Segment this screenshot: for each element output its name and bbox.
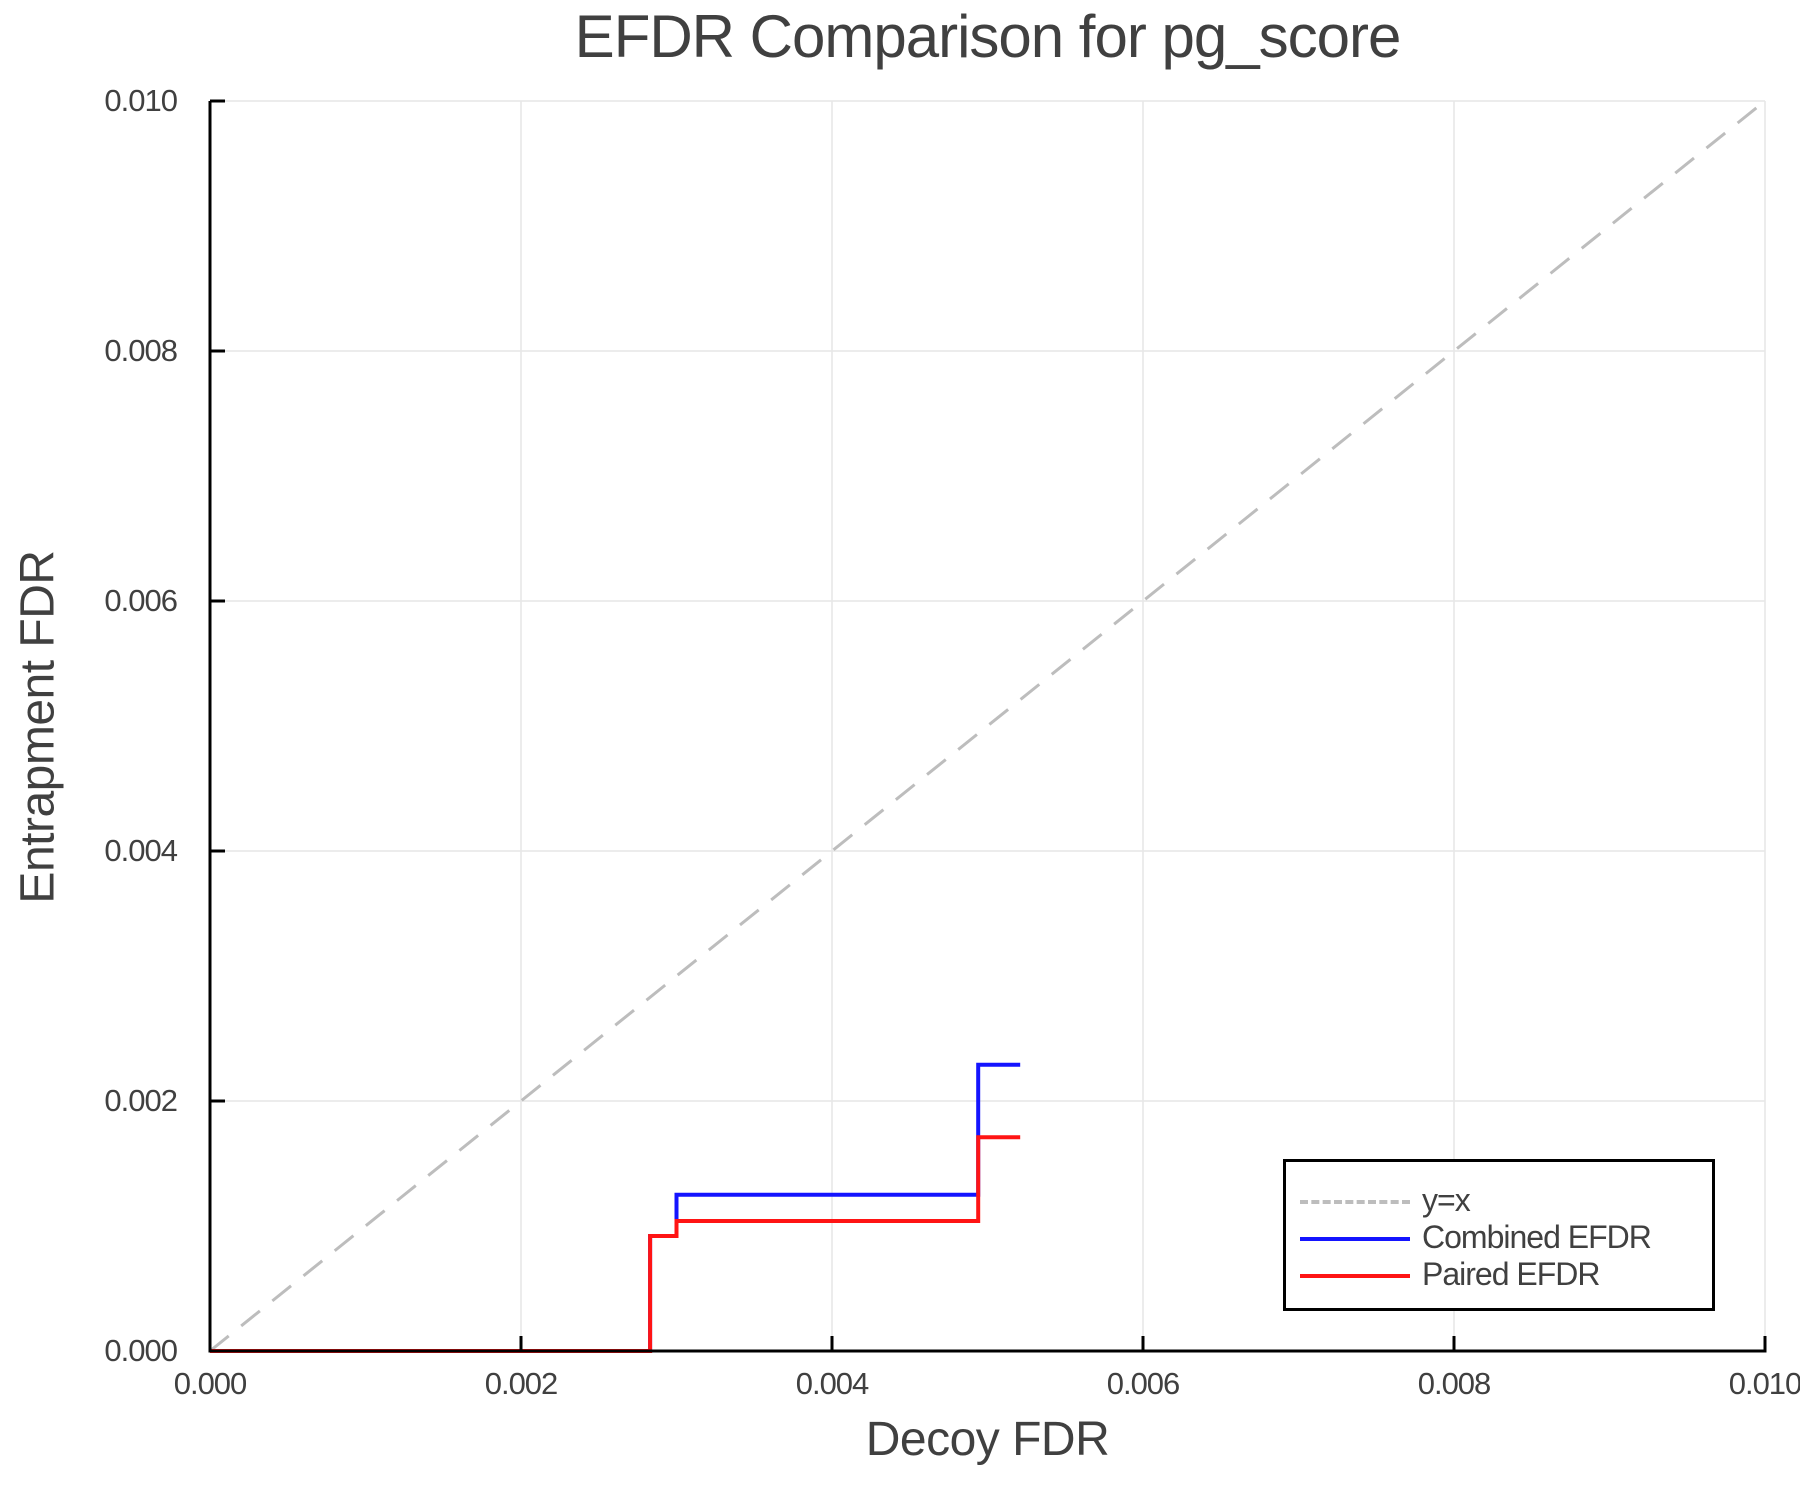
x-tick-label: 0.008 <box>1417 1366 1492 1401</box>
x-tick-label: 0.006 <box>1106 1366 1181 1401</box>
legend: y=x Combined EFDR Paired EFDR <box>1283 1159 1715 1311</box>
series-y-x <box>209 99 1766 1353</box>
y-tick-label: 0.008 <box>104 333 178 368</box>
y-axis-label: Entrapment FDR <box>11 550 65 904</box>
legend-item-paired: Paired EFDR <box>1286 1256 1712 1294</box>
y-tick-label: 0.000 <box>104 1333 178 1368</box>
x-tick-label: 0.004 <box>795 1366 870 1401</box>
axes <box>208 99 1767 1353</box>
x-axis-label: Decoy FDR <box>865 1413 1110 1466</box>
series-paired-efdr <box>210 1135 1021 1353</box>
x-tick-label: 0.000 <box>173 1366 248 1401</box>
legend-label: Combined EFDR <box>1422 1219 1652 1255</box>
dashed-line-swatch-icon <box>1300 1200 1410 1204</box>
x-tick-label: 0.002 <box>484 1366 559 1401</box>
legend-item-combined: Combined EFDR <box>1286 1219 1712 1257</box>
legend-item-yx: y=x <box>1286 1182 1712 1220</box>
legend-label: Paired EFDR <box>1422 1256 1600 1292</box>
chart-title: EFDR Comparison for pg_score <box>574 3 1402 70</box>
red-line-swatch-icon <box>1300 1274 1410 1278</box>
y-tick-label: 0.002 <box>104 1083 178 1118</box>
blue-line-swatch-icon <box>1300 1237 1410 1241</box>
x-tick-label: 0.010 <box>1728 1366 1800 1401</box>
y-tick-label: 0.006 <box>104 583 178 618</box>
legend-label: y=x <box>1422 1182 1471 1218</box>
y-tick-label: 0.010 <box>104 83 178 118</box>
y-tick-label: 0.004 <box>104 833 178 868</box>
series-lines <box>209 99 1766 1353</box>
series-combined-efdr <box>210 1062 1021 1353</box>
